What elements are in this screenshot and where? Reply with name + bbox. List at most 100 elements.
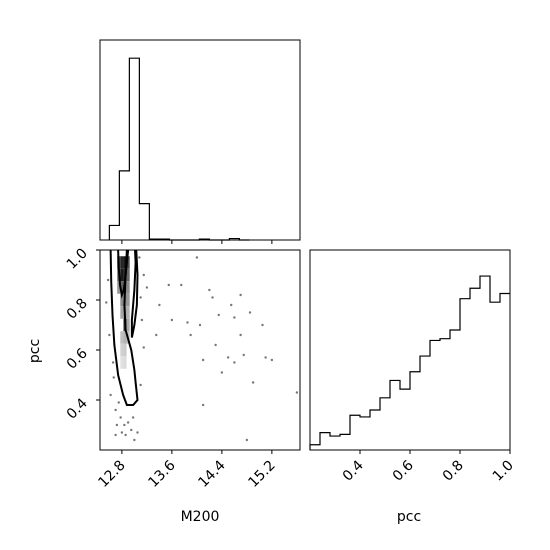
- scatter-point: [214, 343, 217, 347]
- scatter-point: [124, 433, 127, 437]
- m200-tick-label: 15.2: [245, 458, 278, 491]
- scatter-point: [170, 318, 174, 322]
- scatter-point: [142, 346, 145, 349]
- x-axis-label-pcc: pcc: [397, 509, 421, 525]
- scatter-point: [139, 383, 142, 387]
- pcc-tick-label: 0.8: [64, 296, 91, 323]
- scatter-point: [112, 376, 115, 379]
- scatter-point: [211, 296, 214, 299]
- scatter-point: [239, 293, 242, 297]
- scatter-point: [117, 401, 120, 404]
- scatter-point: [167, 283, 170, 287]
- scatter-point: [248, 311, 252, 314]
- scatter-point: [245, 438, 249, 442]
- contour-inner: [117, 249, 128, 299]
- scatter-point: [220, 371, 224, 374]
- scatter-point: [208, 288, 211, 292]
- scatter-point: [131, 416, 135, 419]
- scatter-point: [114, 433, 117, 437]
- scatter-point: [230, 303, 233, 307]
- density-cell: [123, 356, 127, 369]
- m200-histogram-step: [108, 57, 250, 241]
- pcc-hist-tick-label: 0.4: [340, 457, 367, 484]
- scatter-point: [295, 391, 299, 394]
- pcc-hist-tick-label: 0.8: [440, 458, 467, 485]
- m200-histogram-frame: [99, 39, 301, 241]
- scatter-point: [126, 421, 130, 424]
- density-cell: [123, 331, 127, 344]
- scatter-point: [201, 358, 205, 362]
- scatter-point: [201, 403, 205, 407]
- joint-frame: [99, 249, 301, 451]
- scatter-point: [251, 381, 255, 384]
- scatter-point: [142, 273, 145, 277]
- density-cell: [126, 268, 130, 282]
- m200-tick-label: 13.6: [145, 457, 178, 490]
- pcc-hist-tick-label: 1.0: [490, 458, 517, 485]
- pcc-tick-label: 1.0: [64, 246, 91, 273]
- pcc-histogram-step: [309, 275, 510, 450]
- scatter-point: [111, 361, 115, 364]
- density-cell: [126, 281, 130, 294]
- density-cell: [123, 343, 127, 357]
- scatter-point: [198, 323, 202, 327]
- scatter-point: [123, 423, 126, 427]
- scatter-point: [186, 321, 189, 324]
- x-axis-label-m200: M200: [181, 509, 220, 525]
- scatter-point: [139, 296, 142, 299]
- scatter-point: [130, 428, 133, 432]
- density-cell: [123, 256, 127, 269]
- scatter-point: [114, 408, 117, 412]
- scatter-point: [217, 313, 220, 317]
- scatter-point: [106, 278, 110, 282]
- density-cell: [120, 268, 124, 282]
- density-cell: [120, 343, 124, 357]
- density-cell: [120, 256, 124, 269]
- scatter-point: [239, 333, 242, 337]
- scatter-point: [233, 361, 236, 364]
- density-cell: [120, 331, 124, 344]
- pcc-tick-label: 0.4: [64, 395, 91, 422]
- scatter-point: [180, 283, 183, 287]
- scatter-point: [108, 333, 111, 337]
- scatter-point: [119, 416, 122, 419]
- scatter-point: [109, 393, 112, 397]
- density-cell: [126, 293, 130, 307]
- scatter-point: [115, 423, 119, 427]
- m200-marginal-histogram: [99, 39, 301, 244]
- m200-tick-label: 12.8: [95, 458, 128, 491]
- scatter-point: [136, 431, 139, 434]
- scatter-point: [140, 318, 144, 322]
- contour-right: [130, 249, 139, 338]
- scatter-point: [105, 301, 108, 304]
- pcc-hist-tick-label: 0.6: [390, 457, 417, 484]
- pcc-tick-label: 0.6: [64, 345, 91, 372]
- density-cell: [126, 256, 130, 269]
- scatter-point: [264, 356, 267, 359]
- y-axis-label-pcc: pcc: [27, 339, 43, 363]
- scatter-point: [261, 323, 264, 327]
- density-cell: [126, 318, 130, 332]
- density-cell: [120, 293, 124, 307]
- scatter-point: [233, 316, 236, 319]
- density-cell: [117, 281, 121, 294]
- scatter-point: [226, 356, 230, 359]
- scatter-point: [158, 303, 161, 307]
- density-cell: [120, 356, 124, 369]
- m200-tick-label: 14.4: [195, 457, 228, 490]
- pcc-marginal-histogram: 0.4 0.6 0.8 1.0: [309, 249, 517, 485]
- scatter-point: [145, 286, 149, 289]
- density-cell: [120, 281, 124, 294]
- density-cell: [126, 306, 130, 319]
- scatter-point: [270, 358, 274, 362]
- scatter-point: [155, 333, 158, 337]
- density-cell: [120, 306, 124, 319]
- scatter-point: [189, 333, 192, 337]
- scatter-point: [133, 438, 136, 442]
- scatter-point: [138, 256, 141, 259]
- scatter-point: [195, 256, 199, 259]
- scatter-point: [242, 353, 245, 357]
- contour-outer: [109, 249, 139, 406]
- scatter-point: [120, 431, 124, 434]
